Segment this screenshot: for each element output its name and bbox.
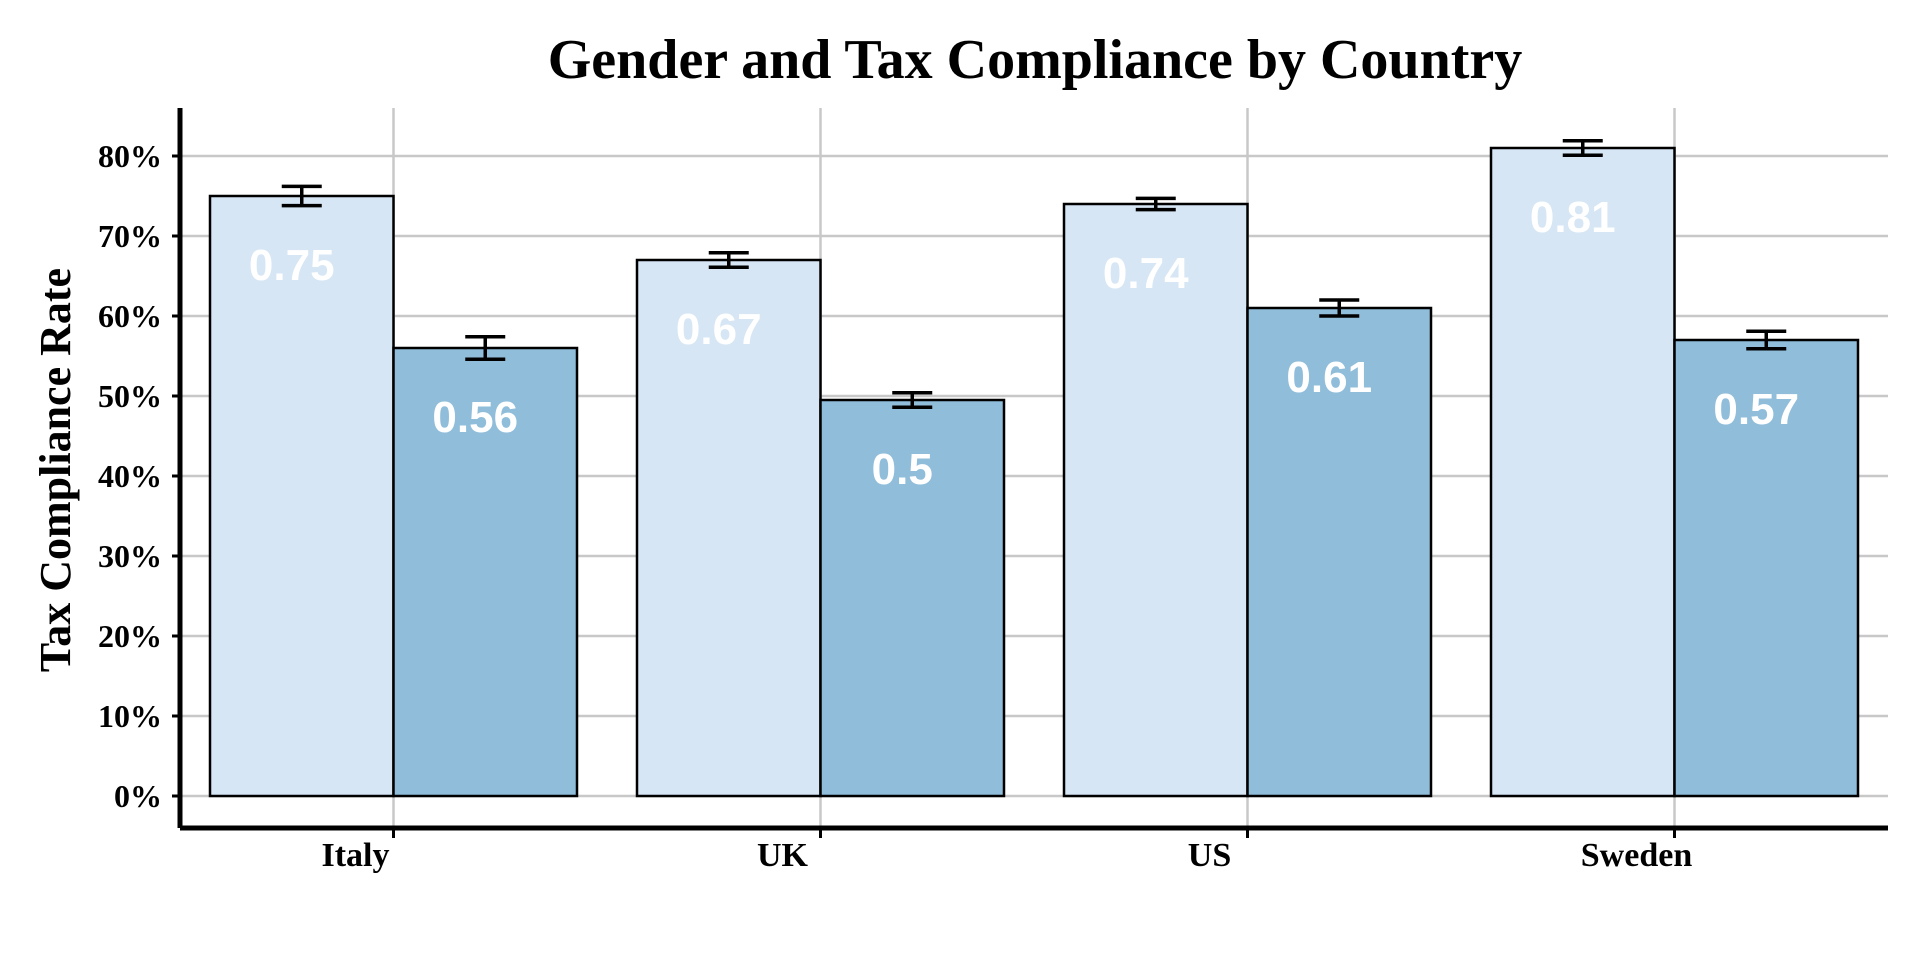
error-bar — [1135, 196, 1176, 212]
error-bar — [1562, 139, 1603, 157]
x-tick-label-sweden: Sweden — [1581, 837, 1693, 874]
y-tick-label: 30% — [98, 538, 162, 574]
data-label: 0.5 — [872, 445, 933, 494]
x-tick-label-us: US — [1188, 837, 1231, 874]
data-labels: 0.75 0.67 0.74 0.81 0.56 0.5 0.61 0.57 — [249, 193, 1799, 494]
y-tick-label: 10% — [98, 698, 162, 734]
bar-uk-1 — [635, 258, 822, 798]
error-bar — [1746, 329, 1787, 351]
error-bar — [281, 184, 322, 208]
data-label: 0.81 — [1530, 193, 1616, 242]
data-label: 0.67 — [676, 305, 762, 354]
error-bar — [1319, 298, 1360, 318]
error-bar — [892, 391, 933, 409]
bar-sweden-1 — [1489, 146, 1676, 798]
y-tick-label: 50% — [98, 378, 162, 414]
error-bar — [465, 335, 506, 361]
bars — [208, 139, 1860, 798]
bar-italy-1 — [208, 194, 395, 798]
error-bar — [708, 251, 749, 269]
x-tick-label-italy: Italy — [322, 837, 390, 874]
y-axis-label: Tax Compliance Rate — [31, 268, 80, 672]
y-tick-label: 80% — [98, 138, 162, 174]
y-tick-label: 60% — [98, 298, 162, 334]
data-label: 0.56 — [432, 393, 518, 442]
data-label: 0.75 — [249, 241, 335, 290]
y-tick-label: 0% — [114, 778, 162, 814]
data-label: 0.57 — [1713, 385, 1799, 434]
y-tick-label: 70% — [98, 218, 162, 254]
data-label: 0.74 — [1103, 249, 1189, 298]
bar-italy-2 — [392, 346, 579, 798]
y-tick-label: 40% — [98, 458, 162, 494]
bar-uk-2 — [819, 398, 1006, 798]
data-label: 0.61 — [1286, 353, 1372, 402]
y-tick-label: 20% — [98, 618, 162, 654]
bar-us-2 — [1246, 306, 1433, 798]
axes: 0% 10% 20% 30% 40% 50% 60% 70% 80% Italy UK US Swede… — [98, 108, 1888, 874]
x-tick-label-uk: UK — [757, 837, 809, 874]
bar-us-1 — [1062, 202, 1249, 798]
chart-title: Gender and Tax Compliance by Country — [548, 29, 1522, 91]
